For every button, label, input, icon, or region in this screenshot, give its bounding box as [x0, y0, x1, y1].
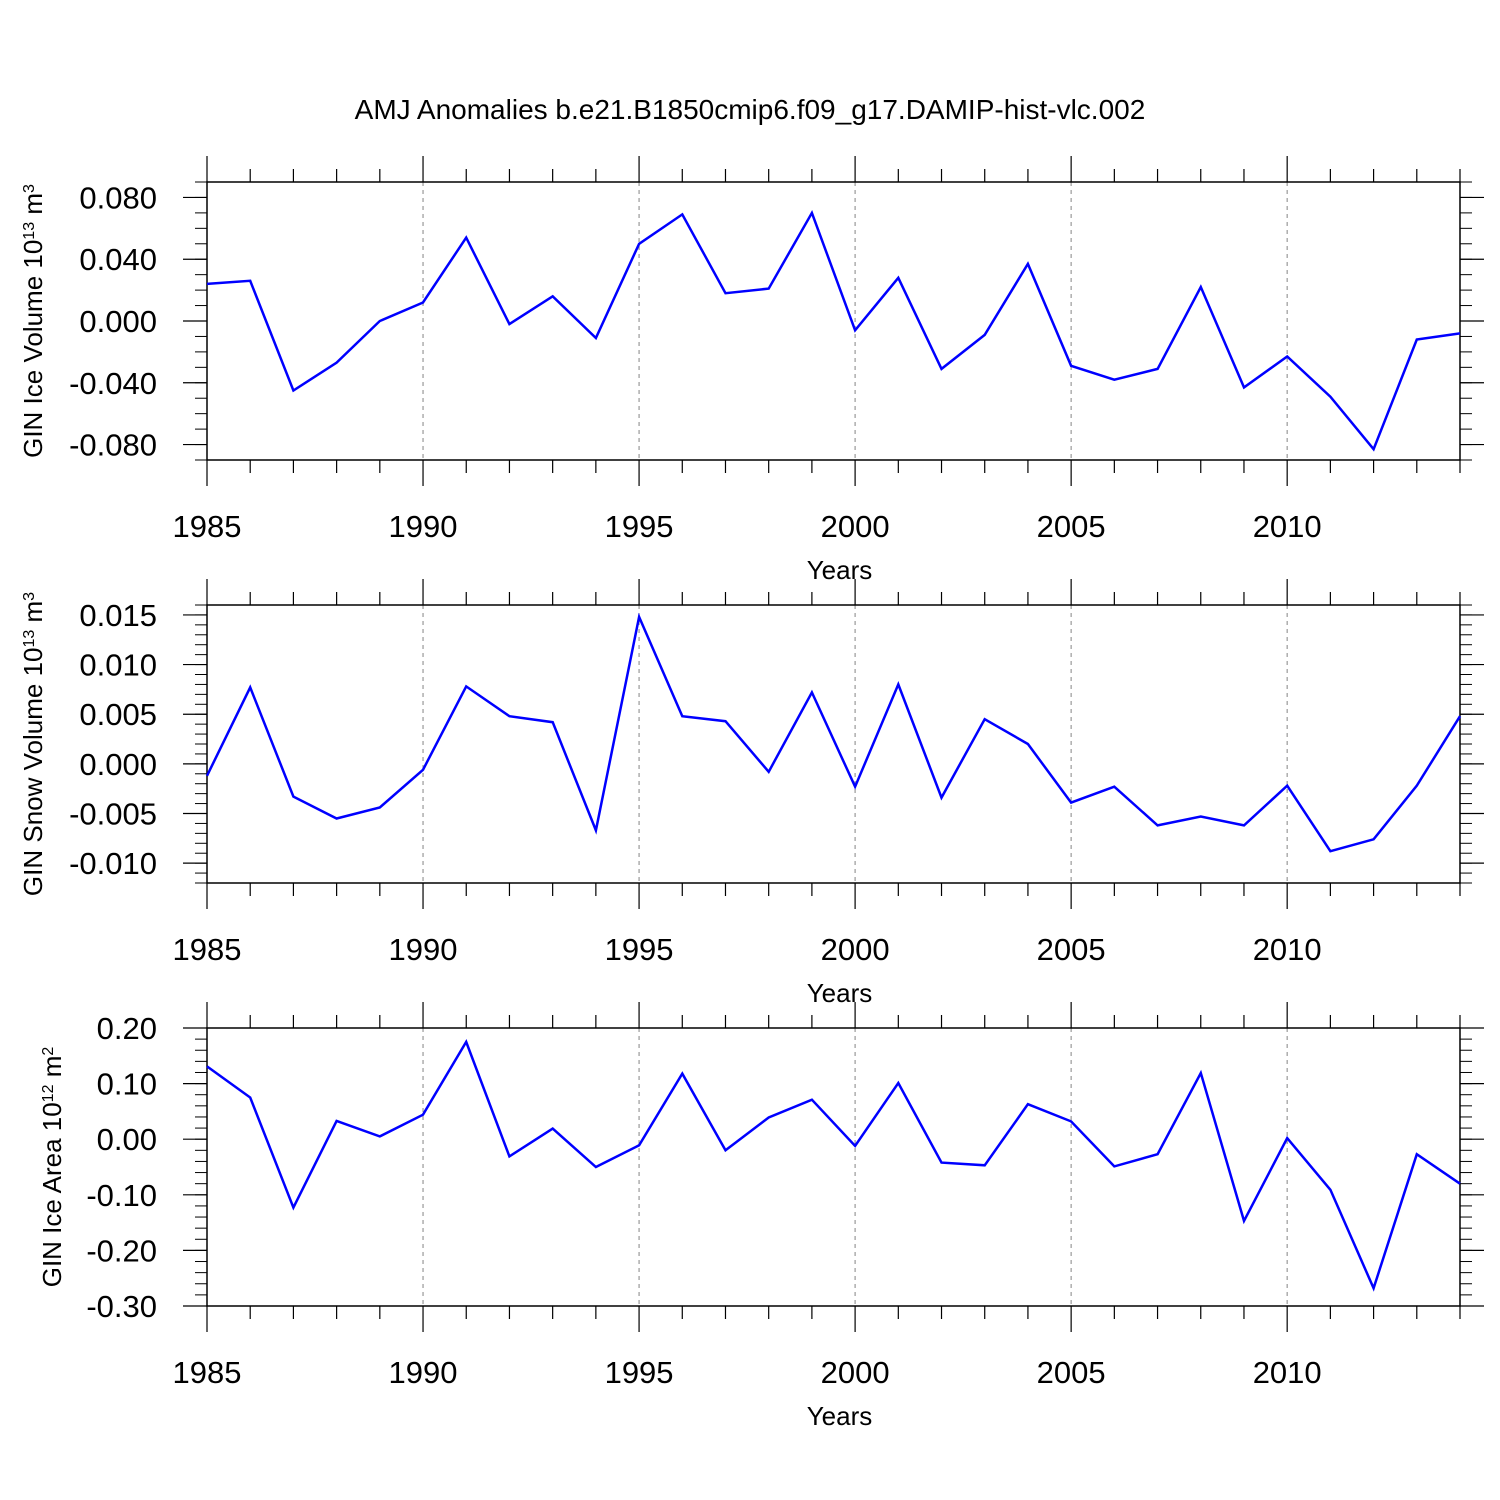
- y-axis-title-unit-exp: 2: [40, 1047, 57, 1056]
- x-tick-label: 2010: [1253, 932, 1322, 967]
- y-axis-title-exp: 13: [21, 630, 38, 648]
- y-axis-title-main: GIN Snow Volume 10: [18, 648, 48, 897]
- chart-title: AMJ Anomalies b.e21.B1850cmip6.f09_g17.D…: [355, 94, 1146, 125]
- x-tick-label: 2000: [821, 932, 890, 967]
- data-line: [205, 612, 1462, 853]
- y-tick-label: 0.000: [79, 747, 157, 782]
- y-tick-label: 0.20: [97, 1011, 157, 1046]
- x-tick-label: 2010: [1253, 509, 1322, 544]
- y-tick-label: -0.10: [86, 1178, 157, 1213]
- plot-frame: [206, 181, 1461, 461]
- x-tick-label: 1985: [173, 1355, 242, 1390]
- y-axis-title-unit: m: [18, 193, 48, 222]
- x-tick-label: 1995: [605, 509, 674, 544]
- x-tick-label: 1985: [173, 932, 242, 967]
- y-tick-label: 0.040: [79, 242, 157, 277]
- plot-frame: [206, 1027, 1461, 1307]
- x-tick-label: 1990: [389, 509, 458, 544]
- y-axis-title-main: GIN Ice Area 10: [37, 1102, 67, 1287]
- y-axis-title-exp: 12: [40, 1084, 57, 1102]
- x-tick-label: 2000: [821, 1355, 890, 1390]
- y-axis-title: GIN Ice Area 1012 m2: [37, 1047, 67, 1288]
- y-axis-title-exp: 13: [21, 222, 38, 240]
- x-tick-label: 1995: [605, 932, 674, 967]
- y-tick-label: 0.010: [79, 648, 157, 683]
- y-axis-title: GIN Ice Volume 1013 m3: [18, 184, 48, 458]
- y-axis-title-unit-exp: 3: [21, 592, 38, 601]
- x-tick-label: 2005: [1037, 932, 1106, 967]
- y-tick-label: 0.015: [79, 598, 157, 633]
- x-axis-title: Years: [807, 1401, 873, 1431]
- y-tick-label: 0.10: [97, 1067, 157, 1102]
- y-tick-label: -0.010: [69, 846, 157, 881]
- plot-frame: [206, 604, 1461, 884]
- panel-ice-area: -0.30 -0.20 -0.10 0.00 0.10 0.20 1985 1990 1995 2…: [37, 1002, 1484, 1431]
- x-tick-label: 1985: [173, 509, 242, 544]
- y-tick-label: 0.00: [97, 1122, 157, 1157]
- y-tick-label: 0.005: [79, 697, 157, 732]
- x-axis-title: Years: [807, 978, 873, 1008]
- y-tick-label: -0.30: [86, 1289, 157, 1324]
- x-tick-label: 2010: [1253, 1355, 1322, 1390]
- y-tick-label: -0.040: [69, 366, 157, 401]
- y-axis-title-unit-exp: 3: [21, 184, 38, 193]
- y-axis-title-unit: m: [37, 1056, 67, 1085]
- y-tick-label: 0.000: [79, 304, 157, 339]
- y-tick-label: 0.080: [79, 180, 157, 215]
- x-tick-label: 2005: [1037, 509, 1106, 544]
- y-axis-title: GIN Snow Volume 1013 m3: [18, 592, 48, 896]
- x-tick-label: 1990: [389, 1355, 458, 1390]
- data-line: [206, 1039, 1461, 1292]
- x-tick-label: 1990: [389, 932, 458, 967]
- y-tick-label: -0.20: [86, 1233, 157, 1268]
- panel-snow-volume: -0.010 -0.005 0.000 0.005 0.010 0.015 1985 1990…: [18, 579, 1484, 1008]
- y-tick-label: -0.080: [69, 428, 157, 463]
- data-line: [206, 209, 1461, 452]
- x-tick-label: 2000: [821, 509, 890, 544]
- x-axis-title: Years: [807, 555, 873, 585]
- y-axis-title-unit: m: [18, 601, 48, 630]
- x-tick-label: 2005: [1037, 1355, 1106, 1390]
- y-tick-label: -0.005: [69, 797, 157, 832]
- y-axis-title-main: GIN Ice Volume 10: [18, 240, 48, 458]
- x-tick-label: 1995: [605, 1355, 674, 1390]
- panel-ice-volume: -0.080 -0.040 0.000 0.040 0.080 1985 1990 1995 2…: [18, 156, 1484, 585]
